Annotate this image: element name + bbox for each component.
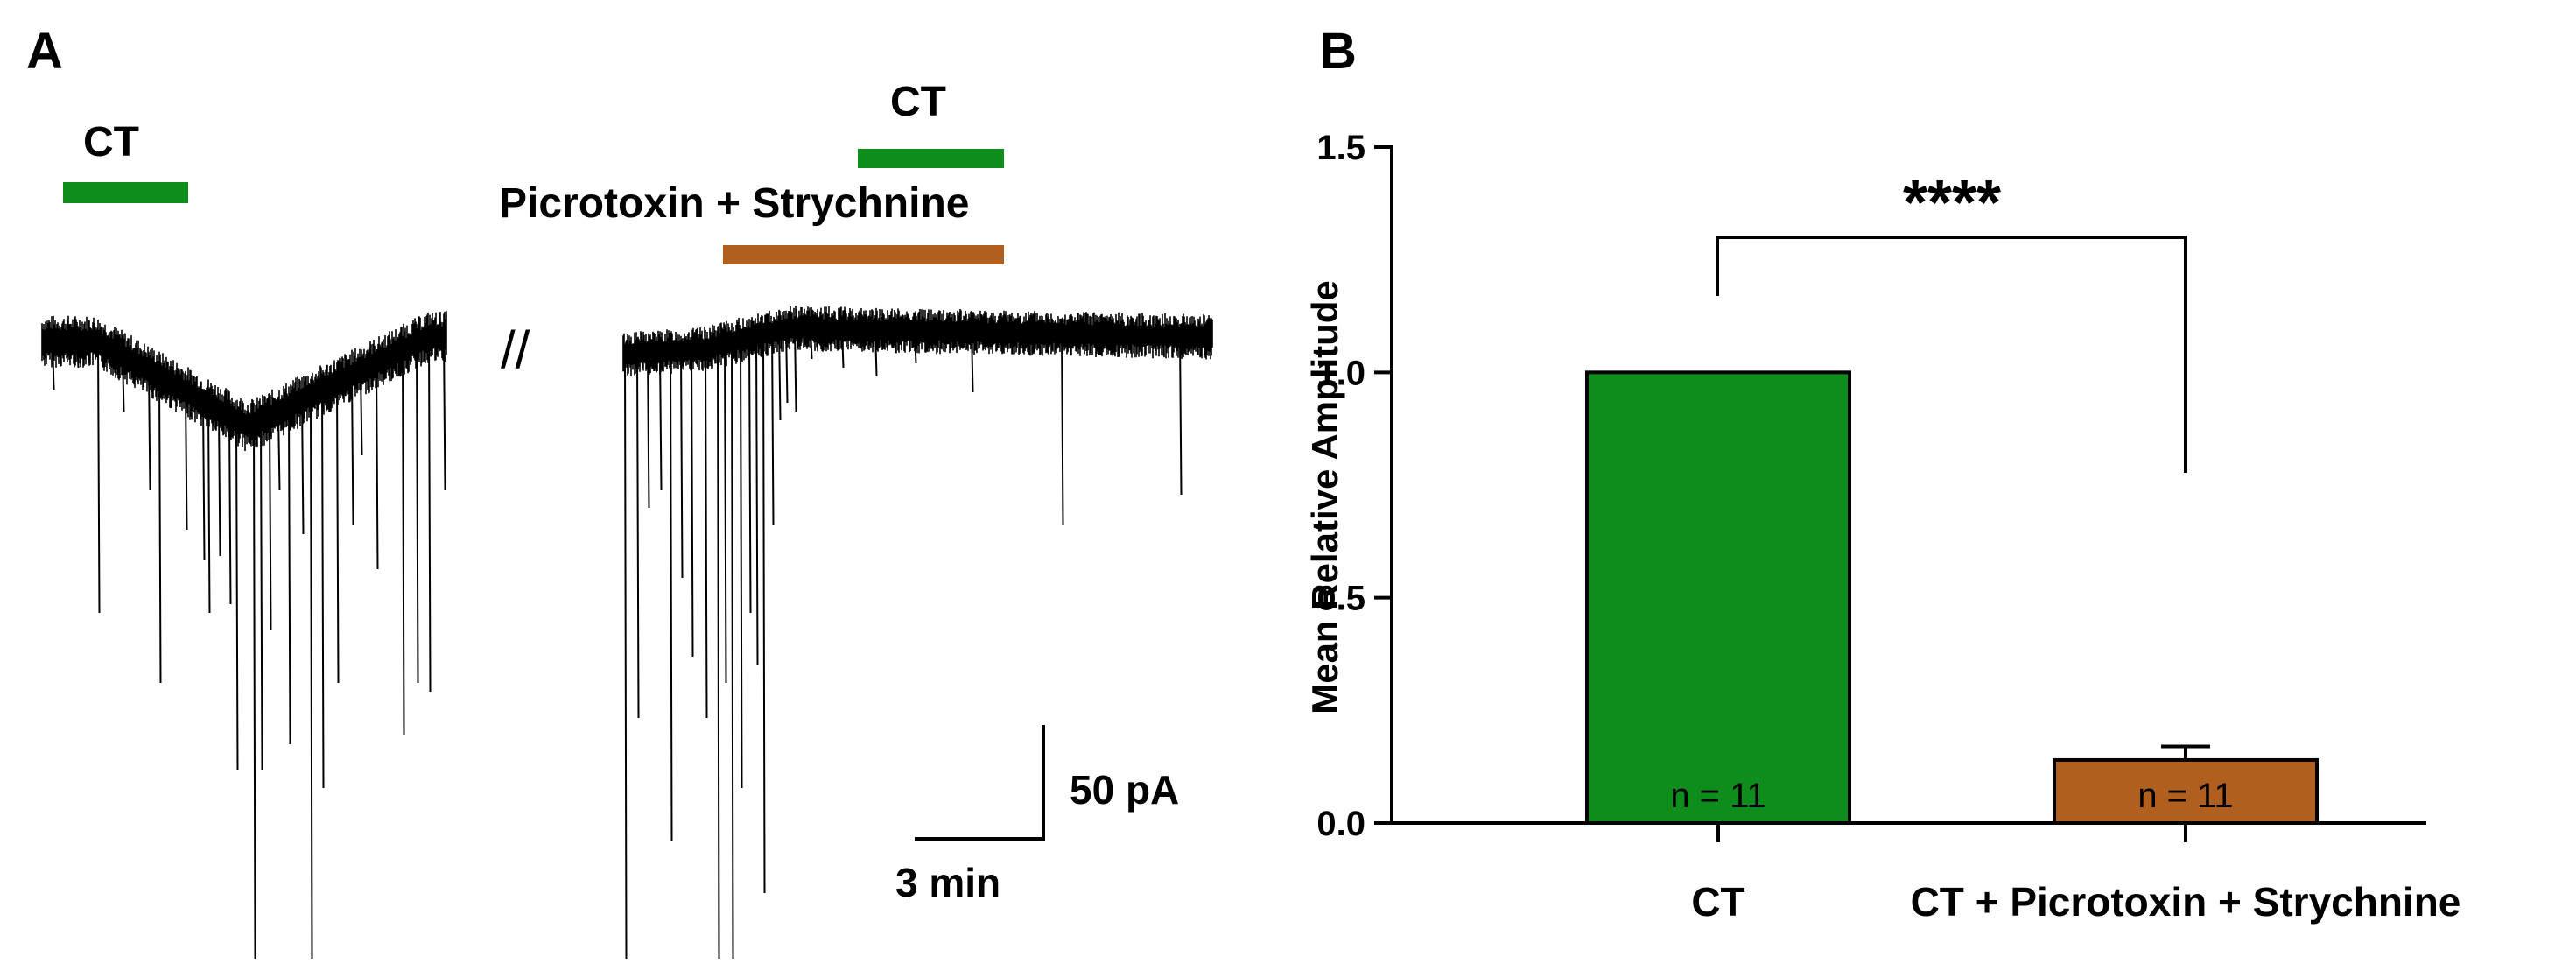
trace-2-ct-bar (858, 149, 1004, 168)
trace-1 (41, 311, 447, 960)
y-tick-label: 1.0 (1316, 354, 1365, 392)
panel-a: A CT CT Picrotoxin + Strychnine // 50 pA… (26, 23, 1213, 960)
trace-events (624, 328, 1183, 960)
x-tick-label: CT (1691, 879, 1744, 925)
trace-2-antagonist-label: Picrotoxin + Strychnine (499, 180, 969, 227)
y-tick-label: 0.0 (1316, 805, 1365, 843)
trace-2 (622, 306, 1213, 960)
bar-n-label: n = 11 (2137, 777, 2233, 815)
trace-2-ct-label: CT (890, 79, 946, 125)
bar-n-label: n = 11 (1670, 777, 1765, 815)
y-tick-label: 0.5 (1316, 580, 1365, 618)
significance-stars: **** (1903, 168, 2001, 238)
trace-2-antagonist-bar (723, 245, 1004, 264)
y-tick-label: 1.5 (1316, 129, 1365, 167)
trace-1-drug-label: CT (83, 119, 139, 165)
trace-noise (622, 306, 1213, 377)
scale-bar-current-label: 50 pA (1070, 767, 1179, 813)
trace-noise (41, 311, 447, 451)
bar (1585, 370, 1851, 826)
trace-1-drug-bar (63, 182, 188, 203)
panel-b: B Mean Relative Amplitude 0.0 0.5 1.0 1.5 n … (1304, 23, 2460, 925)
trace-events (52, 336, 446, 960)
panel-a-letter: A (26, 23, 63, 80)
x-tick-label: CT + Picrotoxin + Strychnine (1911, 879, 2461, 925)
panel-b-letter: B (1320, 23, 1357, 80)
scale-bar-time-label: 3 min (895, 860, 1000, 905)
trace-break-mark: // (501, 320, 530, 379)
bar-chart: 0.0 0.5 1.0 1.5 n = 11 CT n = 11 CT + Picrotoxi… (1316, 129, 2460, 925)
y-axis-title: Mean Relative Amplitude (1304, 280, 1345, 714)
